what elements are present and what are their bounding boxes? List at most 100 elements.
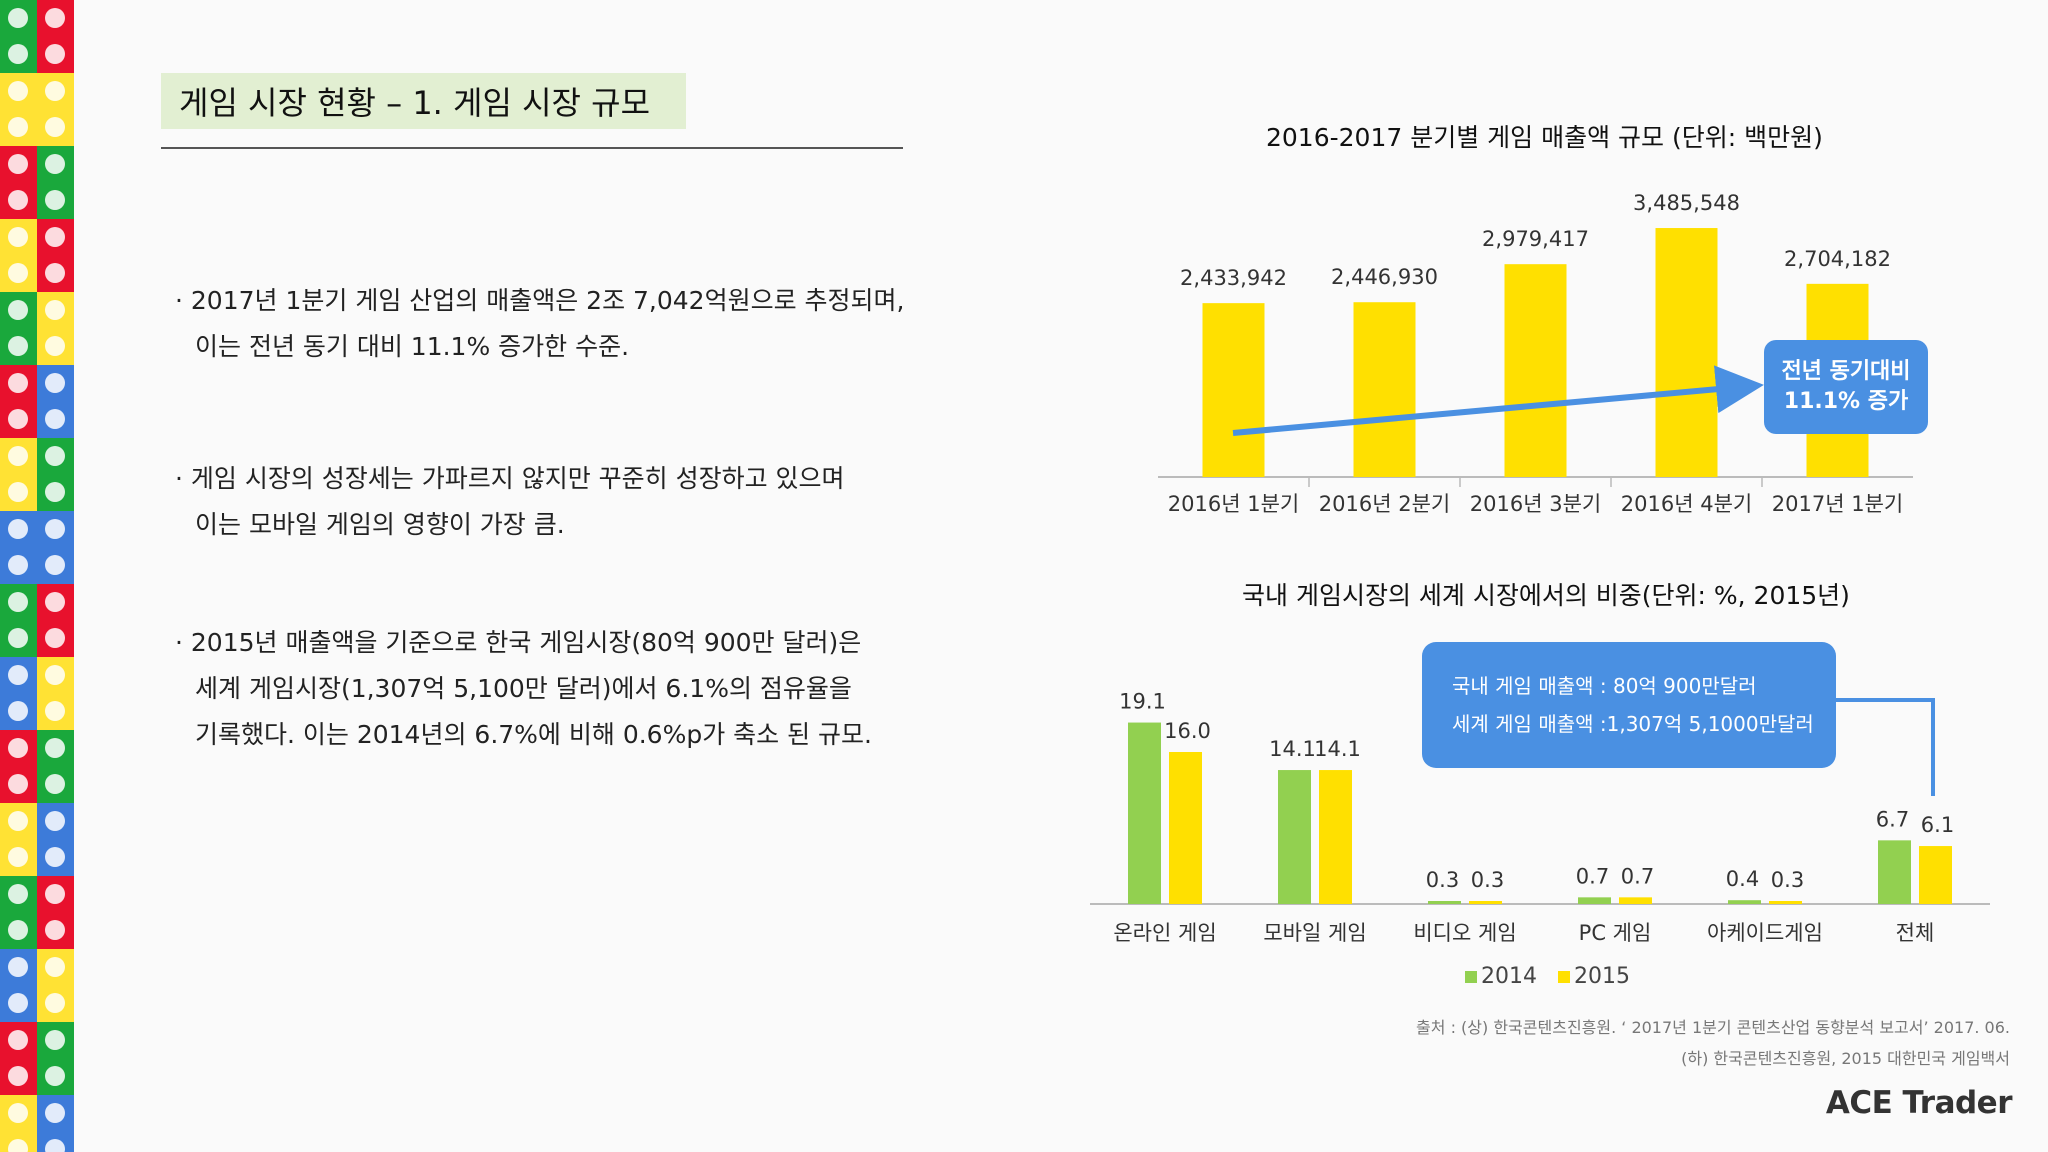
chart1-category-label: 2017년 1분기 (1772, 492, 1903, 516)
lego-stud (8, 1066, 28, 1086)
lego-stud (8, 555, 28, 575)
lego-stud (8, 628, 28, 648)
lego-stud (45, 154, 65, 174)
chart2-category-label: 비디오 게임 (1413, 921, 1516, 945)
lego-stud (8, 519, 28, 539)
growth-trend-arrow (1232, 365, 1764, 436)
lego-stud (8, 957, 28, 977)
chart2-bar (1728, 900, 1761, 904)
brand-logo: ACE Trader (1825, 1085, 2013, 1121)
chart2-bar (1128, 722, 1161, 904)
lego-stud (45, 920, 65, 940)
chart1-value-label: 2,446,930 (1331, 265, 1438, 289)
lego-stud (8, 1030, 28, 1050)
lego-stud (8, 336, 28, 356)
chart2-bar (1919, 846, 1952, 904)
chart1-category-label: 2016년 2분기 (1319, 492, 1450, 516)
lego-stud (8, 738, 28, 758)
chart1-bar (1202, 303, 1265, 477)
page-title: 게임 시장 현황 – 1. 게임 시장 규모 (161, 73, 686, 129)
lego-stud (8, 1139, 28, 1152)
lego-stud (45, 44, 65, 64)
chart2-category-label: 온라인 게임 (1113, 921, 1216, 945)
chart1-value-label: 3,485,548 (1633, 191, 1740, 215)
lego-stud (45, 190, 65, 210)
legend-2014: 2014 (1465, 964, 1537, 989)
market-callout: 국내 게임 매출액 : 80억 900만달러 세계 게임 매출액 :1,307억… (1422, 642, 1836, 768)
lego-stud (8, 993, 28, 1013)
lego-stud (45, 482, 65, 502)
chart2-value-label: 0.4 (1726, 867, 1759, 891)
chart2-value-label: 6.7 (1876, 807, 1909, 831)
chart2-bar (1469, 901, 1502, 904)
chart2-value-label: 0.7 (1576, 864, 1609, 888)
lego-stud (45, 8, 65, 28)
chart1-category-label: 2016년 4분기 (1621, 492, 1752, 516)
chart1-value-label: 2,433,942 (1180, 266, 1287, 290)
lego-stud (45, 336, 65, 356)
chart1-value-label: 2,704,182 (1784, 247, 1891, 271)
lego-stud (45, 373, 65, 393)
chart2-value-label: 6.1 (1921, 813, 1954, 837)
lego-stud (8, 446, 28, 466)
lego-stud (45, 555, 65, 575)
title-underline (161, 147, 903, 149)
chart2-value-label: 14.1 (1314, 737, 1361, 761)
lego-stud (45, 592, 65, 612)
source-note: 출처 : (상) 한국콘텐츠진흥원. ‘ 2017년 1분기 콘텐츠산업 동향분… (1416, 1018, 2010, 1068)
chart2-bar (1278, 770, 1311, 904)
chart2-category-label: PC 게임 (1579, 921, 1652, 945)
lego-stud (8, 81, 28, 101)
chart2-category-label: 전체 (1896, 921, 1935, 945)
chart2-bar (1878, 840, 1911, 904)
chart1-bar (1504, 264, 1567, 477)
lego-stud (8, 482, 28, 502)
lego-stud (8, 884, 28, 904)
chart2-value-label: 16.0 (1164, 719, 1211, 743)
lego-stud (8, 44, 28, 64)
chart2-value-label: 0.3 (1771, 868, 1804, 892)
chart2-value-label: 0.7 (1621, 864, 1654, 888)
chart2-value-label: 19.1 (1119, 690, 1166, 714)
lego-stud (45, 847, 65, 867)
market-share-chart: 19.1 16.0 온라인 게임 14.114.1 모바일 게임 0.3 0.3 비디오 게임… (1090, 690, 1990, 945)
lego-stud (45, 665, 65, 685)
lego-stud (8, 701, 28, 721)
chart2-bar (1169, 752, 1202, 904)
lego-stud (45, 263, 65, 283)
chart2-category-label: 모바일 게임 (1263, 921, 1366, 945)
lego-stud (8, 811, 28, 831)
lego-stud (45, 738, 65, 758)
lego-stud (45, 1103, 65, 1123)
chart2-bar (1619, 897, 1652, 904)
chart2-bar (1319, 770, 1352, 904)
lego-stud (8, 8, 28, 28)
chart2-value-label: 0.3 (1426, 868, 1459, 892)
lego-stud (45, 774, 65, 794)
lego-stud (8, 227, 28, 247)
lego-stud (8, 920, 28, 940)
chart1-category-label: 2016년 3분기 (1470, 492, 1601, 516)
legend-2015: 2015 (1558, 964, 1630, 989)
chart1-value-label: 2,979,417 (1482, 227, 1589, 251)
lego-stud (8, 154, 28, 174)
lego-stud (45, 446, 65, 466)
lego-stud (45, 409, 65, 429)
lego-stud (45, 1066, 65, 1086)
chart2-bar (1578, 897, 1611, 904)
lego-stud (8, 409, 28, 429)
chart2-title: 국내 게임시장의 세계 시장에서의 비중(단위: %, 2015년) (1242, 581, 1850, 610)
lego-border-decoration (0, 0, 74, 1152)
chart1-title: 2016-2017 분기별 게임 매출액 규모 (단위: 백만원) (1266, 123, 1823, 152)
lego-stud (8, 263, 28, 283)
lego-stud (45, 81, 65, 101)
chart2-category-label: 아케이드게임 (1707, 921, 1823, 945)
lego-stud (8, 847, 28, 867)
chart1-category-label: 2016년 1분기 (1168, 492, 1299, 516)
lego-stud (8, 774, 28, 794)
lego-stud (45, 519, 65, 539)
chart1-bar (1353, 302, 1416, 477)
lego-stud (45, 1139, 65, 1152)
bullet-item-3: 2015년 매출액을 기준으로 한국 게임시장(80억 900만 달러)은 세계… (175, 620, 872, 758)
lego-stud (45, 811, 65, 831)
